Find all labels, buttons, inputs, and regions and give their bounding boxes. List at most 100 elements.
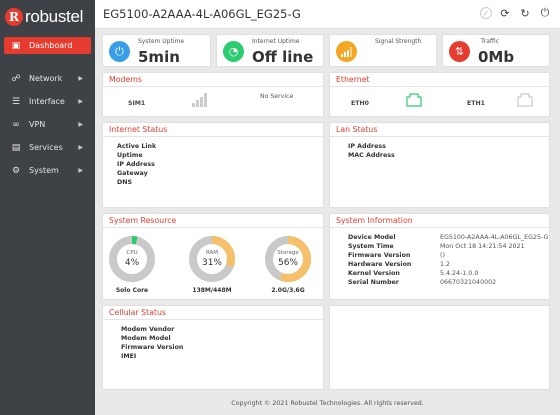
eth1-port-icon bbox=[517, 93, 533, 109]
power-icon: ⏻ bbox=[109, 41, 130, 62]
uptime-label: Uptime bbox=[117, 152, 143, 159]
page-title: EG5100-A2AAA-4L-A06GL_EG25-G bbox=[103, 7, 301, 21]
refresh-icon[interactable]: ⟳ bbox=[500, 6, 510, 20]
modem-model-label: Modem Model bbox=[121, 335, 171, 342]
lan-status-title: Lan Status bbox=[330, 123, 549, 137]
nav-separator bbox=[0, 60, 95, 68]
storage-value: 56% bbox=[277, 258, 298, 268]
robustel-logo-icon: R bbox=[5, 8, 23, 26]
ram-caption: 138M/448M bbox=[192, 287, 232, 294]
device-model-label: Device Model bbox=[348, 234, 396, 241]
signal-strength-label: Signal Strength bbox=[375, 38, 422, 45]
system-time-value: Mon Oct 18 14:21:54 2021 bbox=[440, 243, 525, 250]
sim-label: SIM1 bbox=[128, 100, 146, 107]
active-link-label: Active Link bbox=[117, 143, 157, 150]
internet-status-title: Internet Status bbox=[103, 123, 323, 137]
chevron-right-icon: ▶ bbox=[78, 144, 83, 151]
kernel-version-value: 5.4.24-1.0.0 bbox=[440, 270, 479, 277]
sidebar-item-vpn[interactable]: ∞ VPN ▶ bbox=[4, 116, 91, 133]
eth1-label: ETH1 bbox=[467, 100, 485, 107]
interface-icon: ☰ bbox=[11, 96, 21, 107]
signal-bars-icon bbox=[192, 93, 208, 109]
sidebar-item-label: Services bbox=[29, 143, 63, 152]
sidebar-item-system[interactable]: ⚙ System ▶ bbox=[4, 162, 91, 179]
internet-status-fields: Active Link Uptime IP Address Gateway DN… bbox=[117, 142, 156, 187]
eth0-port-icon bbox=[406, 93, 422, 109]
gateway-label: Gateway bbox=[117, 170, 148, 177]
sidebar-item-dashboard[interactable]: ▣ Dashboard bbox=[4, 37, 91, 54]
ram-label: RAM bbox=[205, 250, 219, 256]
modems-title: Modems bbox=[103, 73, 323, 87]
top-toolbar: ✓ ⟳ ↻ ⏻ bbox=[480, 6, 552, 20]
network-icon: ☍ bbox=[11, 73, 21, 84]
eth0-label: ETH0 bbox=[351, 100, 369, 107]
traffic-label: Traffic bbox=[481, 38, 500, 45]
ram-gauge bbox=[189, 236, 235, 282]
signal-icon bbox=[336, 41, 357, 62]
system-information-title: System Information bbox=[330, 214, 549, 228]
footer-copyright: Copyright © 2021 Robustel Technologies. … bbox=[231, 400, 424, 407]
cpu-caption: Solo Core bbox=[115, 287, 149, 294]
brand-logo[interactable]: R robustel bbox=[0, 0, 95, 34]
device-model-value: EG5100-A2AAA-4L-A06GL_EG25-G bbox=[440, 234, 549, 241]
dns-label: DNS bbox=[117, 179, 133, 186]
system-resource-title: System Resource bbox=[103, 214, 323, 228]
hardware-version-value: 1.2 bbox=[440, 261, 451, 268]
resource-gauges bbox=[109, 236, 311, 282]
system-info-values: EG5100-A2AAA-4L-A06GL_EG25-G Mon Oct 18 … bbox=[440, 233, 548, 287]
traffic-card: ⇅ Traffic 0Mb bbox=[442, 34, 550, 67]
storage-label: Storage bbox=[277, 250, 299, 256]
cpu-gauge bbox=[109, 236, 155, 282]
vpn-icon: ∞ bbox=[12, 119, 20, 130]
gauge-fill bbox=[265, 236, 311, 282]
lan-ip-address-label: IP Address bbox=[348, 143, 386, 150]
internet-uptime-value: Off line bbox=[252, 48, 314, 66]
modems-card: Modems SIM1 No Service bbox=[102, 72, 324, 117]
services-icon: ▤ bbox=[11, 142, 21, 153]
sidebar: R robustel ▣ Dashboard ☍ Network ▶ ☰ Interface… bbox=[0, 0, 95, 415]
internet-status-card: Internet Status Active Link Uptime IP Ad… bbox=[102, 122, 324, 208]
signal-strength-card: Signal Strength bbox=[329, 34, 437, 67]
modem-vendor-label: Modem Vendor bbox=[121, 326, 175, 333]
system-uptime-card: ⏻ System Uptime 5min bbox=[102, 34, 211, 67]
check-icon[interactable]: ✓ bbox=[480, 7, 492, 19]
dashboard-icon: ▣ bbox=[11, 40, 21, 51]
gauge-fill bbox=[109, 236, 155, 282]
sidebar-item-label: VPN bbox=[29, 120, 46, 129]
imei-label: IMEI bbox=[121, 353, 137, 360]
system-resource-card: System Resource CPU 4% Solo Core RAM 31%… bbox=[102, 213, 324, 300]
cellular-status-fields: Modem Vendor Modem Model Firmware Versio… bbox=[121, 325, 183, 361]
serial-number-value: 06670321040002 bbox=[440, 279, 497, 286]
system-information-card: System Information Device Model System T… bbox=[329, 213, 550, 300]
sidebar-item-label: Interface bbox=[29, 97, 65, 106]
cpu-label: CPU bbox=[126, 250, 138, 256]
serial-number-label: Serial Number bbox=[348, 279, 399, 286]
chevron-right-icon: ▶ bbox=[78, 75, 83, 82]
chevron-right-icon: ▶ bbox=[78, 98, 83, 105]
cellular-firmware-label: Firmware Version bbox=[121, 344, 184, 351]
ram-value: 31% bbox=[201, 258, 222, 268]
hardware-version-label: Hardware Version bbox=[348, 261, 412, 268]
sidebar-nav: ▣ Dashboard ☍ Network ▶ ☰ Interface ▶ ∞ VPN ▶ ▤ Serv… bbox=[0, 37, 95, 179]
system-uptime-label: System Uptime bbox=[138, 38, 185, 45]
modem-status: No Service bbox=[260, 93, 294, 100]
sidebar-item-interface[interactable]: ☰ Interface ▶ bbox=[4, 93, 91, 110]
cpu-value: 4% bbox=[124, 258, 140, 268]
cellular-status-card: Cellular Status Modem Vendor Modem Model… bbox=[102, 305, 324, 390]
system-time-label: System Time bbox=[348, 243, 394, 250]
globe-icon: ◔ bbox=[223, 41, 244, 62]
internet-uptime-label: Internet Uptime bbox=[252, 38, 300, 45]
gauge-fill bbox=[189, 236, 235, 282]
sidebar-item-network[interactable]: ☍ Network ▶ bbox=[4, 70, 91, 87]
system-info-keys: Device Model System Time Firmware Versio… bbox=[348, 233, 411, 287]
kernel-version-label: Kernel Version bbox=[348, 270, 400, 277]
logout-icon[interactable]: ⏻ bbox=[540, 6, 550, 19]
sidebar-item-services[interactable]: ▤ Services ▶ bbox=[4, 139, 91, 156]
internet-uptime-card: ◔ Internet Uptime Off line bbox=[216, 34, 324, 67]
brand-name: robustel bbox=[25, 7, 84, 26]
sidebar-item-label: Network bbox=[29, 74, 63, 83]
reboot-icon[interactable]: ↻ bbox=[520, 6, 530, 20]
chevron-right-icon: ▶ bbox=[78, 121, 83, 128]
ethernet-card: Ethernet ETH0 ETH1 bbox=[329, 72, 550, 117]
traffic-icon: ⇅ bbox=[449, 41, 470, 62]
